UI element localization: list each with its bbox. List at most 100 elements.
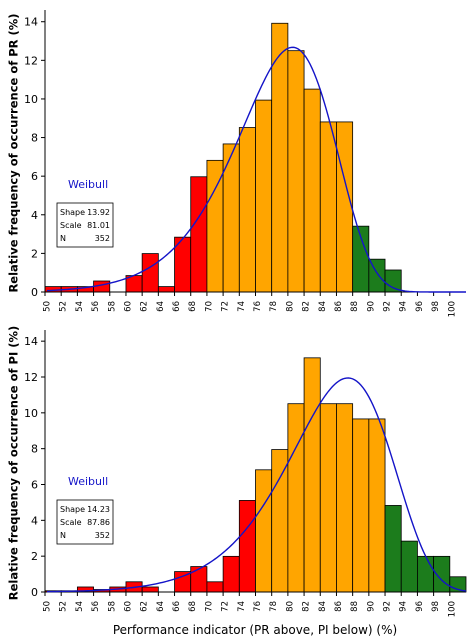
x-tick-label: 64 [156, 301, 166, 312]
x-tick-label: 96 [415, 601, 425, 612]
x-tick-label: 58 [107, 601, 117, 612]
x-tick-label: 98 [431, 301, 441, 312]
y-tick-label: 4 [31, 209, 38, 222]
histogram-bar [287, 403, 305, 593]
fit-stat-value: 14.23 [87, 505, 110, 514]
x-tick-label: 92 [383, 301, 393, 312]
histogram-bar [271, 449, 289, 593]
x-tick-label: 70 [204, 301, 214, 312]
histogram-bar [384, 269, 402, 293]
x-tick-label: 56 [91, 601, 101, 612]
x-tick-label: 50 [43, 601, 53, 612]
x-tick-label: 90 [366, 601, 376, 612]
y-tick-label: 4 [31, 514, 38, 527]
fit-stat-name: N [60, 234, 66, 243]
x-tick-label: 78 [269, 301, 279, 312]
histogram-bar [222, 555, 240, 593]
histogram-bar [384, 505, 402, 593]
x-tick-label: 68 [188, 601, 198, 612]
fit-stat-name: Scale [60, 221, 82, 230]
fit-stats-frame [56, 202, 114, 248]
x-axis-label: Performance indicator (PR above, PI belo… [113, 623, 397, 637]
histogram-bar [336, 403, 354, 593]
x-tick-label: 98 [431, 601, 441, 612]
x-tick-label: 94 [399, 301, 409, 312]
histogram-bar [255, 469, 273, 593]
histogram-bar [303, 88, 321, 293]
x-tick-label: 88 [350, 601, 360, 612]
x-tick-label: 72 [221, 301, 231, 312]
y-tick-label: 10 [24, 93, 38, 106]
x-tick-label: 76 [253, 601, 263, 612]
y-axis-label: Relative frequency of occurrence of PR (… [7, 13, 21, 292]
x-tick-label: 52 [59, 301, 69, 312]
x-tick-label: 64 [156, 601, 166, 612]
fit-stat-name: N [60, 531, 66, 540]
histogram-bar [238, 127, 256, 293]
histogram-bar [287, 50, 305, 293]
x-tick-label: 60 [123, 601, 133, 612]
histogram-bar [190, 176, 208, 293]
fit-distribution-label: Weibull [68, 178, 108, 191]
fit-stat-value: 352 [95, 531, 110, 540]
x-tick-label: 78 [269, 601, 279, 612]
x-tick-label: 62 [140, 301, 150, 312]
x-tick-label: 84 [318, 601, 328, 612]
histogram-bar [336, 121, 354, 293]
x-tick-label: 54 [75, 301, 85, 312]
histogram-bar [368, 418, 386, 593]
weibull-fit-curve [47, 377, 467, 593]
x-tick-label: 74 [237, 601, 247, 612]
histogram-bar [319, 403, 337, 593]
histogram-bar [303, 357, 321, 593]
histogram-bar [352, 418, 370, 593]
x-tick-label: 74 [237, 301, 247, 312]
y-tick-label: 12 [24, 371, 38, 384]
x-tick-label: 66 [172, 301, 182, 312]
x-tick-label: 70 [204, 601, 214, 612]
histogram-bar [417, 555, 435, 593]
fit-stat-name: Shape [60, 505, 85, 514]
y-axis-label: Relative frequency of occurrence of PI (… [7, 326, 21, 601]
y-tick-label: 2 [31, 550, 38, 563]
x-tick-label: 60 [123, 301, 133, 312]
x-tick-label: 94 [399, 601, 409, 612]
x-tick-label: 56 [91, 301, 101, 312]
x-tick-label: 68 [188, 301, 198, 312]
fit-stats-box: Shape 14.23 Scale 87.86 N 352 [56, 499, 114, 545]
y-tick-label: 0 [31, 586, 38, 599]
fit-stats-box: Shape 13.92 Scale 81.01 N 352 [56, 202, 114, 248]
y-tick-label: 10 [24, 407, 38, 420]
y-tick-label: 2 [31, 247, 38, 260]
x-tick-label: 90 [366, 301, 376, 312]
x-tick-label: 96 [415, 301, 425, 312]
histogram-bar [238, 500, 256, 593]
x-tick-label: 86 [334, 301, 344, 312]
x-tick-label: 54 [75, 601, 85, 612]
x-tick-label: 100 [447, 301, 457, 317]
y-tick-label: 0 [31, 286, 38, 299]
y-tick-label: 6 [31, 170, 38, 183]
fit-stat-value: 87.86 [87, 518, 110, 527]
histogram-bar [319, 121, 337, 293]
histogram-bar [190, 566, 208, 593]
fit-stat-value: 13.92 [87, 208, 110, 217]
x-tick-label: 86 [334, 601, 344, 612]
weibull-fit-curve [46, 46, 466, 293]
histogram-bar [400, 540, 418, 593]
y-tick-label: 8 [31, 443, 38, 456]
x-tick-label: 82 [302, 301, 312, 312]
x-tick-label: 82 [302, 601, 312, 612]
x-tick-label: 50 [43, 301, 53, 312]
x-tick-label: 72 [221, 601, 231, 612]
x-tick-label: 52 [59, 601, 69, 612]
fit-stat-name: Scale [60, 518, 82, 527]
histogram-bar [206, 581, 224, 593]
histogram-bar [141, 253, 159, 293]
x-tick-label: 76 [253, 301, 263, 312]
histogram-bar [255, 99, 273, 293]
y-tick-label: 14 [24, 335, 38, 348]
